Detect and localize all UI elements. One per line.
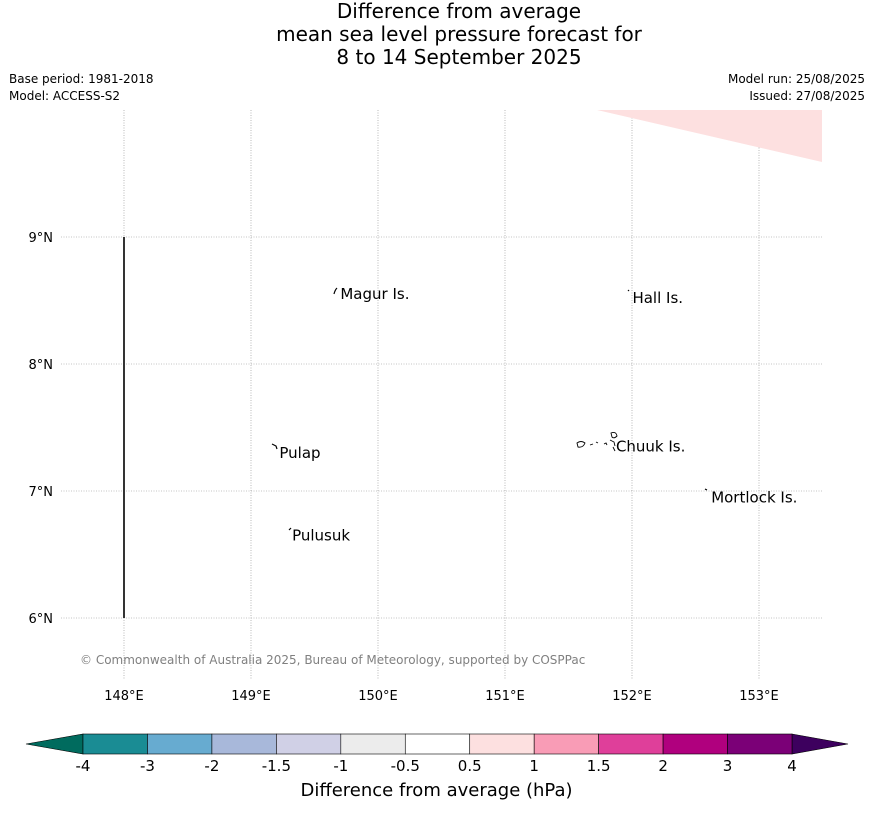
place-label: Magur Is.	[340, 285, 409, 303]
colorbar-bin	[276, 733, 342, 755]
title-line-1: Difference from average	[336, 0, 582, 23]
lon-tick-label: 148°E	[104, 689, 144, 704]
lat-tick-label: 8°N	[29, 358, 54, 373]
place-labels: Magur Is. Hall Is. Pulap Chuuk Is. Mortlock …	[279, 285, 797, 544]
colorbar-bin	[727, 733, 793, 755]
colorbar-low-extend	[25, 733, 84, 755]
colorbar-tick-label: -0.5	[391, 757, 420, 775]
colorbar-tick-label: 3	[723, 757, 733, 775]
colorbar-tick-label: 1	[529, 757, 539, 775]
lat-tick-label: 9°N	[29, 231, 54, 246]
meta-right: Model run: 25/08/2025 Issued: 27/08/2025	[728, 71, 865, 105]
colorbar-bin	[533, 733, 599, 755]
colorbar-bin	[469, 733, 535, 755]
colorbar-bin	[211, 733, 277, 755]
title-line-3: 8 to 14 September 2025	[336, 45, 582, 69]
base-period: Base period: 1981-2018	[9, 72, 154, 86]
lon-tick-label: 150°E	[358, 689, 398, 704]
hall-island-outline	[627, 289, 630, 292]
colorbar-tick-label: 4	[787, 757, 797, 775]
pulap-island-outline	[271, 443, 278, 450]
place-label: Pulusuk	[292, 526, 350, 544]
pulusuk-island-outline	[288, 527, 292, 531]
colorbar-bin	[404, 733, 471, 755]
copyright-notice: © Commonwealth of Australia 2025, Bureau…	[80, 653, 586, 667]
colorbar-tick-label: -3	[140, 757, 155, 775]
colorbar-bin	[147, 733, 213, 755]
axis-ticks: 148°E 149°E 150°E 151°E 152°E 153°E 9°N 8°N 7°N 6…	[29, 231, 779, 704]
chuuk-island-outlines	[576, 431, 618, 452]
lon-tick-label: 152°E	[612, 689, 652, 704]
place-label: Mortlock Is.	[711, 488, 797, 506]
lat-tick-label: 7°N	[29, 485, 54, 500]
colorbar-high-extend	[791, 733, 849, 755]
colorbar-tick-label: -1	[333, 757, 348, 775]
lon-tick-label: 149°E	[231, 689, 271, 704]
colorbar-tick-label: -4	[76, 757, 91, 775]
colorbar: -4 -3 -2 -1.5 -1 -0.5 0.5 1 1.5 2 3 4	[25, 733, 849, 775]
place-label: Hall Is.	[632, 289, 683, 307]
colorbar-tick-label: -1.5	[262, 757, 291, 775]
colorbar-bin	[340, 733, 406, 755]
colorbar-bin	[662, 733, 728, 755]
colorbar-bin	[598, 733, 664, 755]
colorbar-label: Difference from average (hPa)	[300, 780, 573, 801]
place-label: Chuuk Is.	[616, 438, 685, 456]
lon-tick-label: 153°E	[739, 689, 779, 704]
place-label: Pulap	[279, 444, 320, 462]
model-run: Model run: 25/08/2025	[727, 72, 865, 86]
colorbar-tick-label: 2	[658, 757, 668, 775]
map-title: Difference from average mean sea level p…	[0, 0, 873, 69]
colorbar-tick-label: 1.5	[587, 757, 611, 775]
colorbar-tick-label: -2	[204, 757, 219, 775]
graticule	[61, 110, 822, 679]
meta-left: Base period: 1981-2018 Model: ACCESS-S2	[9, 71, 154, 105]
title-line-2: mean sea level pressure forecast for	[276, 22, 642, 46]
mortlock-island-outline	[704, 488, 708, 491]
island-outlines	[271, 287, 708, 531]
magur-island-outline	[333, 287, 338, 295]
colorbar-tick-label: 0.5	[458, 757, 482, 775]
lon-tick-label: 151°E	[485, 689, 525, 704]
model-name: Model: ACCESS-S2	[9, 89, 121, 103]
pressure-anomaly-region	[597, 110, 822, 162]
colorbar-bin	[82, 733, 148, 755]
lat-tick-label: 6°N	[29, 612, 54, 627]
issued-date: Issued: 27/08/2025	[749, 89, 865, 103]
